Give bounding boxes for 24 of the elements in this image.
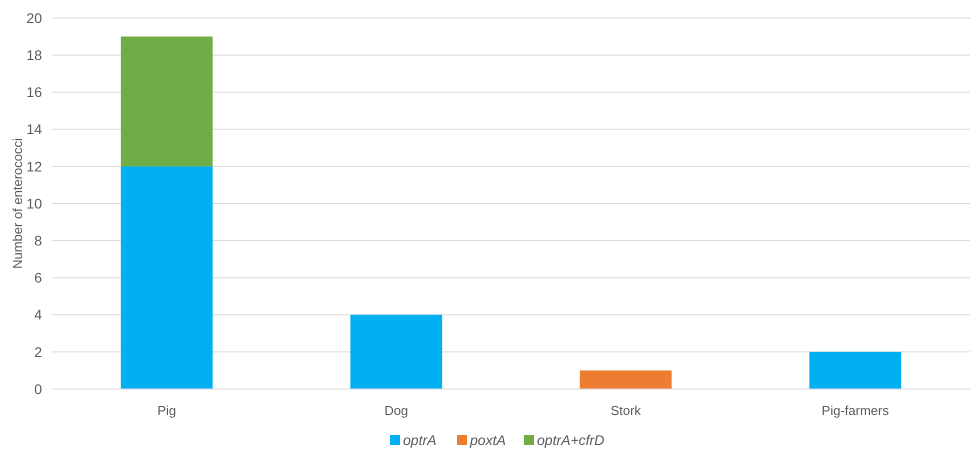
y-tick-label: 6 bbox=[34, 270, 42, 286]
bar bbox=[809, 352, 902, 389]
x-tick-label: Pig-farmers bbox=[822, 403, 890, 418]
y-axis-title: Number of enterococci bbox=[10, 138, 25, 269]
y-tick-label: 0 bbox=[34, 380, 42, 397]
x-tick-label: Dog bbox=[384, 403, 408, 418]
bar bbox=[580, 370, 672, 389]
bar bbox=[120, 166, 213, 389]
y-tick-label: 18 bbox=[26, 47, 42, 63]
y-tick-label: 12 bbox=[26, 158, 42, 174]
y-tick-label: 20 bbox=[26, 10, 42, 26]
x-tick-label: Stork bbox=[610, 403, 642, 418]
y-tick-label: 14 bbox=[26, 121, 42, 138]
x-tick-label: Pig bbox=[157, 403, 176, 418]
y-tick-label: 10 bbox=[26, 195, 42, 212]
y-tick-label: 8 bbox=[34, 232, 42, 248]
legend-label: optrA+cfrD bbox=[537, 432, 604, 448]
y-tick-label: 4 bbox=[34, 306, 42, 323]
legend-label: poxtA bbox=[469, 432, 506, 448]
y-tick-label: 2 bbox=[34, 344, 42, 360]
legend-label: optrA bbox=[403, 432, 436, 448]
y-tick-label: 16 bbox=[26, 84, 42, 100]
bar bbox=[120, 36, 213, 166]
bar bbox=[350, 314, 442, 389]
